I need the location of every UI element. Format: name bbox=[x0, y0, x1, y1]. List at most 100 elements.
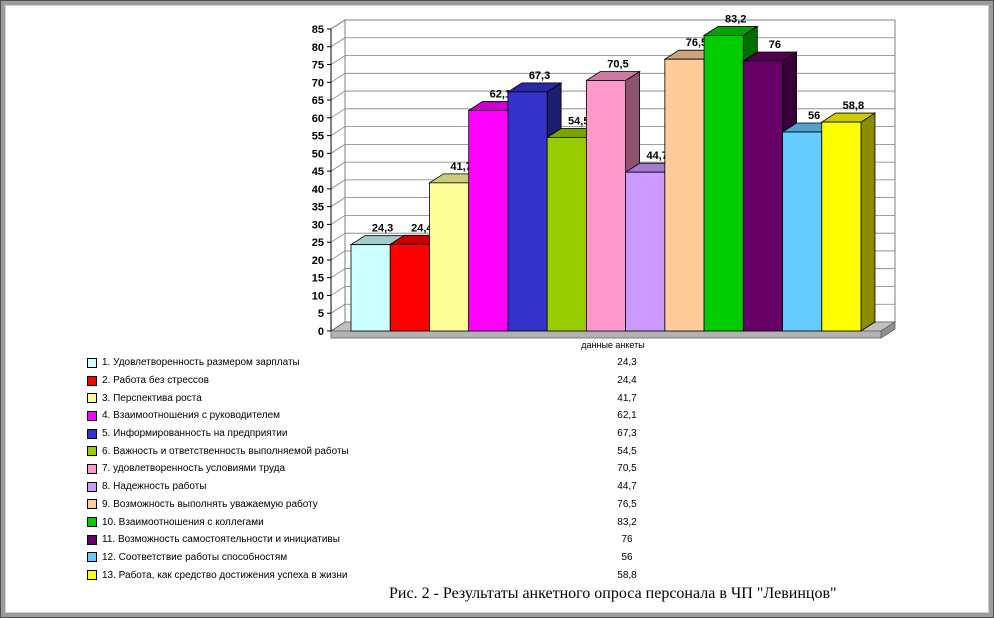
legend-label: 12. Соответствие работы способностям bbox=[102, 551, 288, 563]
legend-label: 7. удовлетворенность условиями труда bbox=[102, 463, 286, 475]
bar-value-label: 70,5 bbox=[607, 59, 628, 71]
legend-value: 62,1 bbox=[617, 410, 637, 422]
legend-color-swatch bbox=[87, 463, 97, 474]
gridline bbox=[330, 303, 346, 314]
bar-front bbox=[585, 80, 627, 332]
legend-color-swatch bbox=[87, 517, 97, 528]
y-axis-label: 30 bbox=[312, 219, 324, 231]
y-axis-label: 40 bbox=[312, 184, 324, 196]
legend-label: 10. Взаимоотношения с коллегами bbox=[102, 516, 264, 528]
legend-item: 9. Возможность выполнять уважаемую работ… bbox=[87, 496, 667, 514]
legend-label: 5. Информированность на предприятии bbox=[102, 428, 288, 440]
left-wall bbox=[330, 19, 346, 332]
gridline bbox=[330, 108, 346, 119]
gridline bbox=[330, 144, 346, 154]
bar-front bbox=[821, 121, 862, 332]
survey-3d-bar-chart: 0 5 10 15 20 25 30 35 40 45 50 55 60 65 70 75 80 85 24,3 24… bbox=[312, 13, 897, 350]
bar-front bbox=[429, 182, 470, 332]
y-axis-label: 20 bbox=[312, 255, 324, 267]
legend-color-swatch bbox=[87, 481, 97, 492]
y-axis-label: 25 bbox=[312, 237, 324, 249]
bar-value-label: 24,3 bbox=[372, 223, 393, 235]
legend-value: 54,5 bbox=[617, 445, 637, 457]
legend-color-swatch bbox=[87, 446, 97, 457]
gridline bbox=[330, 55, 346, 65]
legend-label: 9. Возможность выполнять уважаемую работ… bbox=[102, 498, 318, 510]
y-axis-label: 10 bbox=[312, 290, 324, 302]
legend-color-swatch bbox=[87, 375, 97, 386]
legend-item: 7. удовлетворенность условиями труда 70,5 bbox=[87, 460, 667, 478]
bar-value-label: 24,4 bbox=[411, 222, 433, 234]
y-axis-label: 0 bbox=[318, 326, 324, 338]
legend-item: 6. Важность и ответственность выполняемо… bbox=[87, 442, 667, 460]
legend-item: 10. Взаимоотношения с коллегами 83,2 bbox=[87, 513, 667, 531]
y-axis-label: 70 bbox=[312, 77, 324, 89]
legend-item: 13. Работа, как средство достижения успе… bbox=[87, 566, 667, 584]
bar-value-label: 62,1 bbox=[490, 88, 511, 100]
legend-color-swatch bbox=[87, 428, 97, 439]
legend-value: 67,3 bbox=[617, 428, 637, 440]
legend-color-swatch bbox=[87, 534, 97, 545]
legend-item: 4. Взаимоотношения с руководителем 62,1 bbox=[87, 407, 667, 425]
y-axis-label: 5 bbox=[318, 308, 324, 320]
bar-value-label: 41,7 bbox=[450, 161, 471, 173]
legend-label: 4. Взаимоотношения с руководителем bbox=[102, 410, 281, 422]
gridline bbox=[330, 215, 346, 225]
legend-item: 3. Перспектива роста 41,7 bbox=[87, 389, 667, 407]
legend-value: 41,7 bbox=[617, 392, 637, 404]
legend-value: 56 bbox=[621, 551, 633, 563]
legend-label: 1. Удовлетворенность размером зарплаты bbox=[102, 357, 300, 369]
figure-caption: Рис. 2 - Результаты анкетного опроса пер… bbox=[389, 585, 837, 602]
bar-front bbox=[664, 58, 705, 332]
legend-color-swatch bbox=[87, 552, 97, 563]
gridline bbox=[330, 19, 346, 30]
y-axis-label: 60 bbox=[312, 113, 324, 125]
bar-front bbox=[546, 136, 587, 332]
y-axis-label: 75 bbox=[312, 60, 324, 72]
legend-value: 44,7 bbox=[617, 481, 637, 493]
floor-side bbox=[880, 321, 896, 339]
y-axis-label: 80 bbox=[312, 42, 324, 54]
bar-value-label: 54,5 bbox=[568, 115, 589, 127]
gridline bbox=[330, 72, 346, 83]
legend-label: 13. Работа, как средство достижения успе… bbox=[102, 569, 348, 581]
legend-value: 58,8 bbox=[617, 569, 637, 581]
y-axis-label: 85 bbox=[312, 24, 324, 36]
bar-value-label: 58,8 bbox=[843, 100, 864, 112]
bar-side bbox=[860, 112, 876, 332]
legend-color-swatch bbox=[87, 410, 97, 421]
y-axis-label: 45 bbox=[312, 166, 324, 178]
legend-value: 76,5 bbox=[617, 498, 637, 510]
legend-label: 11. Возможность самостоятельности и иниц… bbox=[102, 534, 340, 546]
gridline bbox=[330, 37, 346, 48]
legend-value: 76 bbox=[621, 534, 633, 546]
chart-legend: 1. Удовлетворенность размером зарплаты 24… bbox=[87, 354, 667, 584]
legend-label: 6. Важность и ответственность выполняемо… bbox=[102, 445, 349, 457]
legend-color-swatch bbox=[87, 499, 97, 510]
gridline bbox=[330, 197, 346, 207]
y-axis-label: 15 bbox=[312, 273, 324, 285]
bar-front bbox=[742, 60, 783, 332]
x-axis-title: данные анкеты bbox=[581, 340, 644, 350]
bar-front bbox=[389, 243, 430, 332]
legend-color-swatch bbox=[87, 570, 97, 581]
legend-color-swatch bbox=[87, 357, 97, 368]
bar-front bbox=[507, 91, 548, 332]
bar-value-label: 67,3 bbox=[529, 70, 550, 82]
legend-value: 24,3 bbox=[617, 357, 637, 369]
legend-item: 11. Возможность самостоятельности и иниц… bbox=[87, 531, 667, 549]
bar-front bbox=[703, 34, 744, 332]
legend-value: 24,4 bbox=[617, 375, 637, 387]
bar-value-label: 83,2 bbox=[725, 13, 746, 25]
legend-value: 83,2 bbox=[617, 516, 637, 528]
legend-item: 12. Соответствие работы способностям 56 bbox=[87, 549, 667, 567]
legend-value: 70,5 bbox=[617, 463, 637, 475]
legend-item: 8. Надежность работы 44,7 bbox=[87, 478, 667, 496]
legend-color-swatch bbox=[87, 393, 97, 404]
gridline bbox=[330, 90, 346, 101]
gridline bbox=[330, 286, 346, 296]
y-axis-label: 65 bbox=[312, 95, 324, 107]
legend-label: 3. Перспектива роста bbox=[102, 392, 202, 404]
legend-item: 5. Информированность на предприятии 67,3 bbox=[87, 425, 667, 443]
bar-value-label: 44,7 bbox=[647, 150, 668, 162]
